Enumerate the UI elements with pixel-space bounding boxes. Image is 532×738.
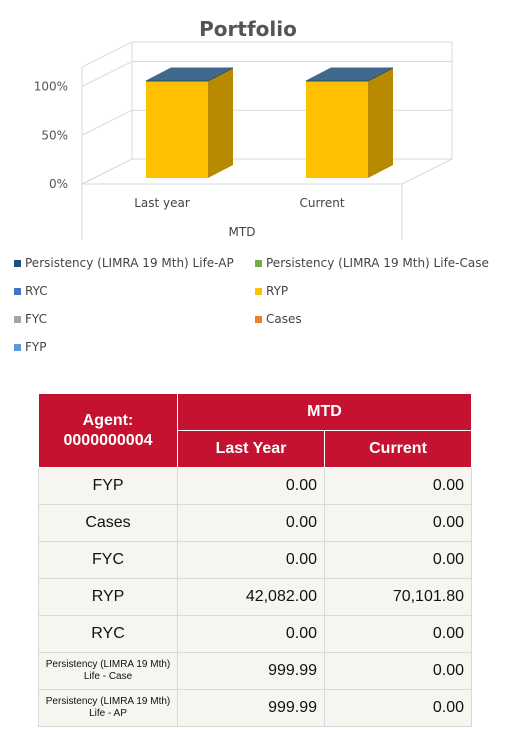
- agent-mtd-table: Agent: 0000000004 MTD Last Year Current …: [38, 393, 472, 727]
- cell-current: 0.00: [324, 467, 472, 505]
- cell-last-year: 999.99: [177, 689, 325, 727]
- table-row: FYC 0.00 0.00: [38, 541, 472, 579]
- mtd-group-header: MTD: [177, 393, 472, 431]
- legend-label: RYC: [25, 284, 48, 298]
- agent-header-cell: Agent: 0000000004: [38, 393, 178, 468]
- row-label: Persistency (LIMRA 19 Mth) Life - Case: [38, 652, 178, 690]
- y-gridline-side: [81, 158, 133, 185]
- legend-item: RYC: [14, 284, 48, 298]
- row-label: FYP: [38, 467, 178, 505]
- bar-front: [146, 81, 208, 178]
- x-category-label: Current: [299, 196, 344, 210]
- legend-item: FYC: [14, 312, 47, 326]
- col-header-current: Current: [324, 430, 472, 468]
- y-tick-label: 100%: [34, 80, 68, 94]
- legend-swatch: [255, 259, 262, 267]
- row-label: RYC: [38, 615, 178, 653]
- cell-current: 0.00: [324, 652, 472, 690]
- cell-last-year: 0.00: [177, 504, 325, 542]
- chart-floor: [81, 158, 453, 185]
- bar-front: [146, 80, 208, 82]
- bar-side: [368, 67, 393, 82]
- y-tick-label: 50%: [41, 128, 68, 142]
- agent-id: 0000000004: [63, 431, 153, 449]
- legend-item: Persistency (LIMRA 19 Mth) Life-AP: [14, 256, 234, 270]
- legend-label: Cases: [266, 312, 302, 326]
- bar-top: [146, 67, 233, 81]
- row-label: FYC: [38, 541, 178, 579]
- legend-item: RYP: [255, 284, 288, 298]
- table-body: FYP 0.00 0.00 Cases 0.00 0.00 FYC 0.00 0.00 RYP 42…: [38, 467, 472, 727]
- row-label: Persistency (LIMRA 19 Mth) Life - AP: [38, 689, 178, 727]
- table-row: RYP 42,082.00 70,101.80: [38, 578, 472, 616]
- table-row: FYP 0.00 0.00: [38, 467, 472, 505]
- bar-top: [306, 67, 393, 81]
- cell-current: 0.00: [324, 541, 472, 579]
- table-row: Persistency (LIMRA 19 Mth) Life - Case 999…: [38, 652, 472, 690]
- row-label: Cases: [38, 504, 178, 542]
- legend-item: Cases: [255, 312, 302, 326]
- bar-side: [368, 68, 393, 178]
- legend-item: Persistency (LIMRA 19 Mth) Life-Case: [255, 256, 489, 270]
- cell-current: 0.00: [324, 689, 472, 727]
- legend-swatch: [255, 315, 262, 323]
- legend-label: RYP: [266, 284, 289, 298]
- y-tick-label: 0%: [49, 177, 68, 191]
- cell-last-year: 0.00: [177, 541, 325, 579]
- y-gridline-side: [81, 109, 133, 136]
- cell-last-year: 0.00: [177, 467, 325, 505]
- legend-swatch: [14, 259, 21, 267]
- cell-last-year: 42,082.00: [177, 578, 325, 616]
- bar-side: [208, 68, 233, 178]
- legend-label: FYC: [25, 312, 47, 326]
- legend-swatch: [255, 287, 262, 295]
- table-row: RYC 0.00 0.00: [38, 615, 472, 653]
- bar-front: [306, 81, 368, 178]
- legend-label: Persistency (LIMRA 19 Mth) Life-Case: [266, 256, 489, 270]
- x-category-label: Last year: [134, 196, 190, 210]
- cell-current: 70,101.80: [324, 578, 472, 616]
- table-row: Persistency (LIMRA 19 Mth) Life - AP 999.9…: [38, 689, 472, 727]
- legend-swatch: [14, 315, 21, 323]
- portfolio-chart: Portfolio 0% 50% 100% Last year Current MTD: [34, 17, 453, 240]
- cell-current: 0.00: [324, 615, 472, 653]
- cell-last-year: 999.99: [177, 652, 325, 690]
- chart-title: Portfolio: [199, 17, 297, 41]
- cell-current: 0.00: [324, 504, 472, 542]
- col-header-last-year: Last Year: [177, 430, 325, 468]
- cell-last-year: 0.00: [177, 615, 325, 653]
- table-row: Cases 0.00 0.00: [38, 504, 472, 542]
- agent-header-label: Agent:: [82, 411, 134, 429]
- x-axis-label: MTD: [229, 225, 256, 239]
- row-label: RYP: [38, 578, 178, 616]
- legend-item: FYP: [14, 340, 46, 354]
- legend-swatch: [14, 343, 21, 351]
- y-gridline-side: [81, 61, 133, 87]
- legend-swatch: [14, 287, 21, 295]
- bar-side: [208, 67, 233, 82]
- bar-front: [306, 80, 368, 82]
- legend-label: FYP: [25, 340, 47, 354]
- legend-label: Persistency (LIMRA 19 Mth) Life-AP: [25, 256, 234, 270]
